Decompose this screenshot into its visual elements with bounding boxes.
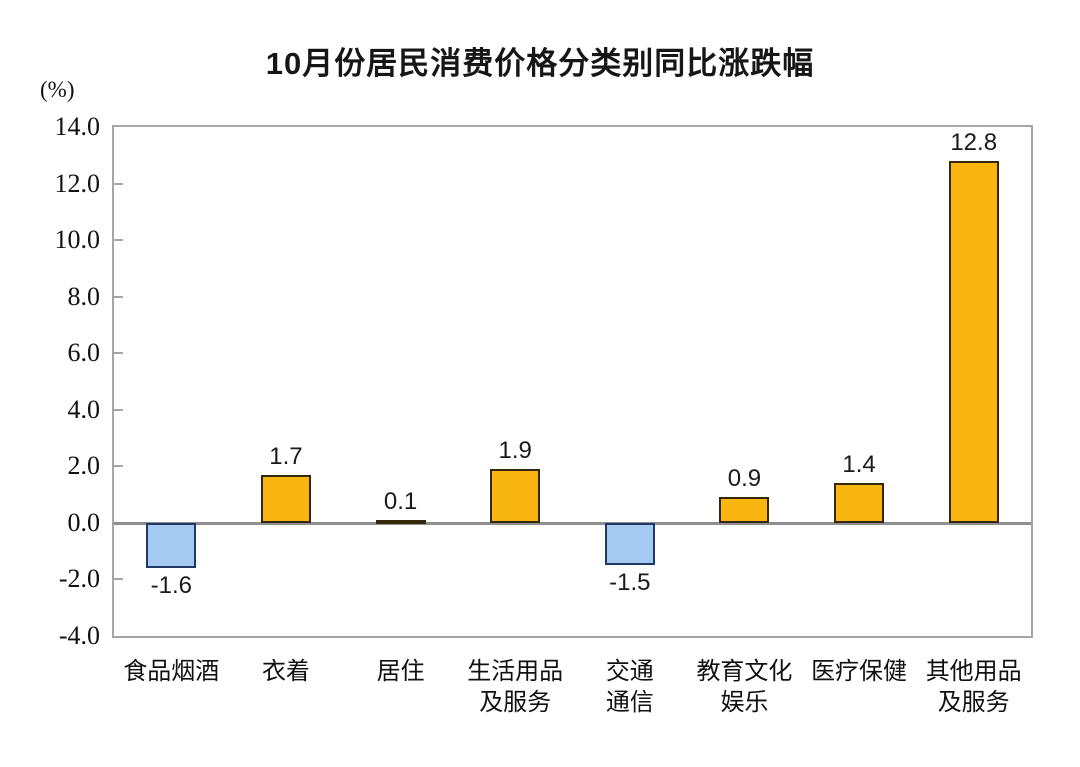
y-axis-tick-label: 2.0: [67, 451, 101, 481]
y-axis-tick-mark: [114, 578, 123, 581]
y-axis-unit-label: (%): [40, 77, 75, 102]
bar-value-label: 0.9: [727, 465, 762, 493]
bar-1: [146, 522, 197, 569]
y-axis-tick-mark: [114, 295, 123, 298]
bar-value-label: 1.7: [269, 442, 303, 470]
x-axis-category-label: 生活用品 及服务: [467, 658, 564, 716]
y-axis-tick-label: 6.0: [67, 338, 101, 368]
bar-6: [719, 497, 770, 523]
x-axis-category-label: 交通 通信: [605, 658, 654, 716]
zero-axis-line: [114, 521, 1031, 525]
y-axis-tick-mark: [114, 465, 123, 468]
x-axis-category-label: 居住: [376, 658, 425, 685]
plot-area: 14.0 12.0 10.0 8.0 6.0 4.0 2.0 0.0 -2.0 -4.0 -1.6 食…: [55, 114, 1033, 716]
y-axis-tick-label: 10.0: [54, 225, 101, 255]
bar-4: [490, 469, 541, 523]
bar-7: [834, 483, 885, 523]
y-axis-tick-mark: [114, 182, 123, 185]
y-axis-tick-label: 12.0: [54, 168, 101, 198]
bar-value-label: 0.1: [383, 488, 418, 516]
y-axis-tick-label: -2.0: [58, 564, 100, 594]
x-axis-category-label: 食品烟酒: [123, 658, 220, 685]
y-axis-tick-label: 4.0: [67, 394, 101, 424]
y-axis-tick-label: 8.0: [67, 281, 101, 311]
x-axis-category-label: 其他用品 及服务: [925, 658, 1022, 716]
x-axis-category-label: 医疗保健: [811, 658, 908, 685]
x-axis-category-label: 教育文化 娱乐: [696, 658, 793, 716]
y-axis-tick-label: -4.0: [58, 621, 100, 650]
y-axis-tick-mark: [114, 352, 123, 355]
bar-value-label: 1.4: [842, 451, 876, 479]
y-axis-tick-label: 0.0: [67, 507, 101, 537]
bar-2: [260, 474, 311, 523]
y-axis-tick-mark: [114, 408, 123, 411]
bar-3: [375, 520, 426, 525]
y-axis-tick-label: 14.0: [54, 112, 101, 141]
y-axis-tick-mark: [114, 239, 123, 242]
x-axis-category-label: 衣着: [261, 658, 310, 685]
bar-value-label: 1.9: [498, 437, 532, 465]
bar-8: [948, 160, 999, 523]
bar-value-label: 12.8: [950, 128, 998, 156]
bar-value-label: -1.6: [150, 572, 192, 600]
chart-title: 10月份居民消费价格分类别同比涨跌幅: [265, 46, 815, 81]
bar-value-label: -1.5: [609, 569, 651, 597]
bar-5: [604, 522, 655, 566]
